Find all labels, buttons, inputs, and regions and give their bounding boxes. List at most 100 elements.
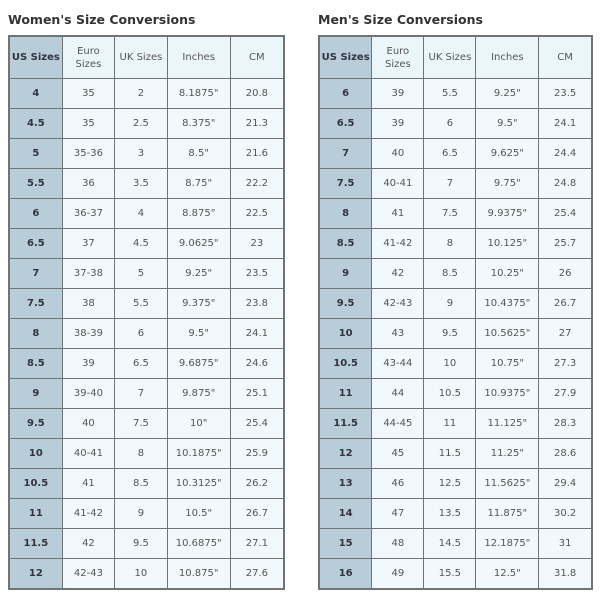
table-cell: 11.25" — [475, 438, 540, 469]
us-size-cell: 7.5 — [8, 288, 63, 319]
table-cell: 9.5" — [475, 108, 540, 139]
us-size-cell: 15 — [318, 528, 373, 559]
table-cell: 37-38 — [61, 258, 116, 289]
table-cell: 44-45 — [371, 408, 425, 439]
table-cell: 12.5 — [423, 468, 477, 499]
table-cell: 6.5 — [114, 348, 168, 379]
table-cell: 10.3125" — [166, 468, 231, 499]
table-cell: 6 — [423, 108, 477, 139]
table-row: 12 45 11.5 11.25" 28.6 — [318, 438, 593, 469]
table-cell: 38-39 — [61, 318, 116, 349]
us-size-cell: 9 — [8, 378, 63, 409]
us-size-cell: 12 — [8, 558, 63, 590]
table-cell: 9.75" — [475, 168, 540, 199]
table-cell: 42 — [61, 528, 116, 559]
us-size-cell: 7 — [8, 258, 63, 289]
us-size-cell: 10 — [318, 318, 373, 349]
table-cell: 35 — [61, 108, 116, 139]
table-row: 7.5 40-41 7 9.75" 24.8 — [318, 168, 593, 199]
table-cell: 37 — [61, 228, 116, 259]
table-row: 11 44 10.5 10.9375" 27.9 — [318, 378, 593, 409]
table-cell: 8.75" — [166, 168, 231, 199]
table-cell: 12.1875" — [475, 528, 540, 559]
table-cell: 10.4375" — [475, 288, 540, 319]
us-size-cell: 4.5 — [8, 108, 63, 139]
table-cell: 9 — [114, 498, 168, 529]
table-row: 10 40-41 8 10.1875" 25.9 — [8, 438, 285, 469]
table-cell: 8.375" — [166, 108, 231, 139]
table-row: 6 39 5.5 9.25" 23.5 — [318, 78, 593, 109]
us-size-cell: 8 — [318, 198, 373, 229]
table-cell: 21.3 — [229, 108, 285, 139]
us-size-cell: 11.5 — [318, 408, 373, 439]
us-size-cell: 5.5 — [8, 168, 63, 199]
us-size-cell: 6.5 — [318, 108, 373, 139]
table-cell: 10.5" — [166, 498, 231, 529]
table-cell: 26.7 — [538, 288, 593, 319]
table-cell: 47 — [371, 498, 425, 529]
table-cell: 27 — [538, 318, 593, 349]
table-cell: 6 — [114, 318, 168, 349]
table-cell: 10.9375" — [475, 378, 540, 409]
table-cell: 9.5 — [423, 318, 477, 349]
table-row: 7 37-38 5 9.25" 23.5 — [8, 258, 285, 289]
us-size-cell: 13 — [318, 468, 373, 499]
table-cell: 38 — [61, 288, 116, 319]
us-size-cell: 14 — [318, 498, 373, 529]
table-cell: 43-44 — [371, 348, 425, 379]
table-cell: 40-41 — [61, 438, 116, 469]
table-row: 11.5 42 9.5 10.6875" 27.1 — [8, 528, 285, 559]
table-row: 4.5 35 2.5 8.375" 21.3 — [8, 108, 285, 139]
table-cell: 25.4 — [229, 408, 285, 439]
table-cell: 39 — [61, 348, 116, 379]
us-size-cell: 6 — [318, 78, 373, 109]
us-size-cell: 9.5 — [318, 288, 373, 319]
table-cell: 8 — [423, 228, 477, 259]
table-cell: 9.375" — [166, 288, 231, 319]
us-size-cell: 7 — [318, 138, 373, 169]
table-cell: 10 — [423, 348, 477, 379]
table-cell: 10.875" — [166, 558, 231, 590]
table-cell: 28.6 — [538, 438, 593, 469]
us-size-cell: 4 — [8, 78, 63, 109]
column-header: UK Sizes — [423, 35, 477, 79]
header-row: US Sizes Euro Sizes UK Sizes Inches CM — [8, 35, 285, 79]
table-cell: 49 — [371, 558, 425, 590]
us-size-cell: 16 — [318, 558, 373, 590]
table-cell: 9.9375" — [475, 198, 540, 229]
table-cell: 40-41 — [371, 168, 425, 199]
table-cell: 27.9 — [538, 378, 593, 409]
table-row: 8 38-39 6 9.5" 24.1 — [8, 318, 285, 349]
table-cell: 39-40 — [61, 378, 116, 409]
table-row: 8.5 39 6.5 9.6875" 24.6 — [8, 348, 285, 379]
table-cell: 41 — [61, 468, 116, 499]
table-row: 8 41 7.5 9.9375" 25.4 — [318, 198, 593, 229]
column-header: Euro Sizes — [371, 35, 425, 79]
column-header: CM — [229, 35, 285, 79]
table-cell: 4 — [114, 198, 168, 229]
table-cell: 9.0625" — [166, 228, 231, 259]
table-cell: 42-43 — [61, 558, 116, 590]
table-cell: 31 — [538, 528, 593, 559]
table-cell: 45 — [371, 438, 425, 469]
table-row: 10 43 9.5 10.5625" 27 — [318, 318, 593, 349]
table-cell: 41-42 — [371, 228, 425, 259]
table-cell: 9.25" — [475, 78, 540, 109]
table-cell: 23.5 — [229, 258, 285, 289]
table-cell: 41 — [371, 198, 425, 229]
table-cell: 9.625" — [475, 138, 540, 169]
table-cell: 24.1 — [538, 108, 593, 139]
table-cell: 42-43 — [371, 288, 425, 319]
table-cell: 11.5625" — [475, 468, 540, 499]
table-cell: 9.5" — [166, 318, 231, 349]
table-cell: 10.75" — [475, 348, 540, 379]
table-cell: 6.5 — [423, 138, 477, 169]
us-size-cell: 10 — [8, 438, 63, 469]
table-cell: 43 — [371, 318, 425, 349]
table-cell: 9.875" — [166, 378, 231, 409]
table-cell: 8.1875" — [166, 78, 231, 109]
table-cell: 27.3 — [538, 348, 593, 379]
table-cell: 29.4 — [538, 468, 593, 499]
table-cell: 7 — [423, 168, 477, 199]
table-cell: 24.8 — [538, 168, 593, 199]
